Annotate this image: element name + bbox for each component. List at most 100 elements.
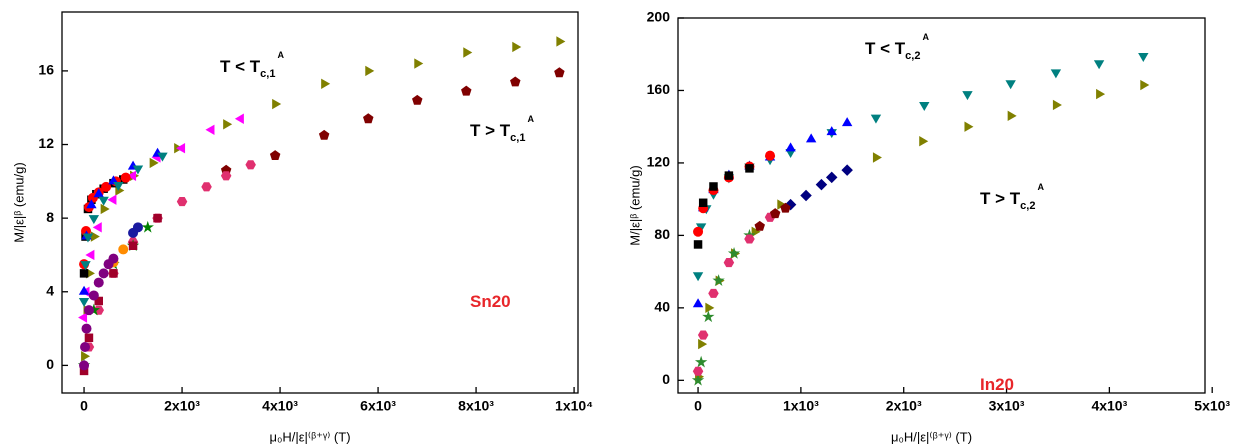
annotation-sup: A	[277, 50, 284, 60]
data-point	[805, 133, 817, 143]
data-point	[1093, 60, 1105, 70]
data-point	[698, 338, 708, 350]
x-tick-label: 5x10³	[1194, 398, 1230, 414]
x-tick-label: 4x10³	[1091, 398, 1127, 414]
data-point	[318, 129, 330, 140]
data-point	[780, 202, 791, 213]
annotation-text: T < T	[865, 39, 906, 58]
data-point	[157, 152, 168, 162]
annotation-sub: c,1	[510, 132, 525, 144]
data-point	[365, 65, 375, 77]
data-point	[113, 182, 124, 192]
data-point	[149, 157, 159, 169]
data-point	[92, 222, 102, 233]
data-point	[78, 285, 90, 295]
data-point	[705, 302, 715, 314]
data-point	[272, 98, 282, 110]
data-point	[693, 240, 703, 249]
data-point	[870, 114, 882, 124]
data-point	[709, 182, 718, 191]
data-point	[201, 182, 212, 192]
x-axis-label: μ₀H/|ε|⁽ᵝ⁺ᵞ⁾ (T)	[891, 429, 972, 444]
data-point	[826, 126, 837, 136]
data-point	[363, 113, 374, 124]
data-point	[82, 233, 94, 243]
y-tick-label: 160	[647, 81, 671, 97]
data-point	[120, 172, 131, 183]
data-point	[321, 78, 331, 89]
data-point	[800, 189, 812, 202]
annotation-sub: c,1	[260, 68, 275, 80]
x-tick-label: 0	[694, 398, 702, 414]
y-tick-label: 12	[38, 135, 54, 151]
x-axis-label: μ₀H/|ε|⁽ᵝ⁺ᵞ⁾ (T)	[269, 429, 350, 444]
data-point	[101, 181, 112, 192]
chart: 0 1x10³ 2x10³ 3x10³ 4x10³ 5x10³ 0 40 80 120 160 200…	[627, 9, 1230, 445]
data-point	[93, 188, 104, 198]
data-point	[510, 76, 521, 87]
data-point	[108, 253, 119, 264]
y-tick-label: 4	[46, 282, 54, 298]
data-point	[712, 274, 725, 286]
data-point	[132, 222, 143, 233]
data-point	[919, 101, 930, 111]
data-point	[127, 170, 137, 182]
data-point	[461, 85, 472, 96]
y-tick-label: 16	[38, 62, 54, 78]
data-point	[81, 226, 92, 237]
data-point	[85, 249, 95, 261]
annotation: T > Tc,1A	[470, 114, 534, 144]
data-point	[98, 268, 109, 279]
x-tick-label: 3x10³	[989, 398, 1025, 414]
data-point	[727, 247, 741, 259]
x-tick-label: 4x10³	[262, 398, 298, 414]
data-point	[777, 199, 787, 210]
data-point	[1005, 80, 1016, 90]
data-point	[176, 143, 186, 154]
data-point	[962, 91, 973, 101]
x-tick-label: 1x10³	[783, 398, 819, 414]
data-point	[118, 244, 129, 255]
data-point	[1096, 88, 1106, 100]
data-point	[872, 152, 882, 163]
data-point	[723, 258, 735, 268]
data-point	[141, 220, 154, 233]
chart: 0 2x10³ 4x10³ 6x10³ 8x10³ 1x10⁴ 0 4 8 12 16 μ₀H/|ε|…	[11, 11, 593, 444]
data-point	[107, 194, 117, 205]
data-point	[556, 36, 566, 47]
data-point	[708, 288, 719, 298]
data-point	[825, 171, 838, 184]
data-point	[78, 312, 88, 323]
data-point	[234, 113, 244, 124]
y-tick-label: 8	[46, 209, 54, 225]
data-point	[153, 213, 162, 223]
annotation: T > Tc,2A	[980, 182, 1044, 212]
x-tick-label: 8x10³	[458, 398, 494, 414]
data-point	[98, 196, 109, 206]
data-point	[100, 203, 110, 215]
plot-frame	[677, 17, 1206, 394]
data-point	[1007, 110, 1017, 122]
x-tick-label: 1x10⁴	[555, 398, 593, 414]
annotation: Sn20	[470, 292, 511, 311]
data-point	[692, 366, 704, 376]
y-tick-label: 80	[654, 226, 670, 242]
annotation-text: T < T	[220, 57, 261, 76]
data-point	[692, 298, 704, 308]
data-point	[964, 121, 974, 132]
data-point	[81, 350, 91, 362]
data-point	[1140, 79, 1150, 91]
data-point	[698, 198, 708, 208]
x-tick-label: 0	[80, 398, 88, 414]
x-tick-label: 6x10³	[360, 398, 396, 414]
annotation: T < Tc,1A	[220, 50, 284, 80]
annotation-sub: c,2	[1020, 200, 1035, 212]
data-point	[412, 94, 423, 105]
y-axis-label: M/|ε|ᵝ (emu/g)	[627, 165, 642, 245]
plot-frame	[61, 11, 579, 394]
data-point	[512, 41, 522, 53]
y-tick-label: 40	[654, 299, 670, 315]
data-point	[769, 208, 781, 219]
data-point	[1050, 69, 1062, 79]
